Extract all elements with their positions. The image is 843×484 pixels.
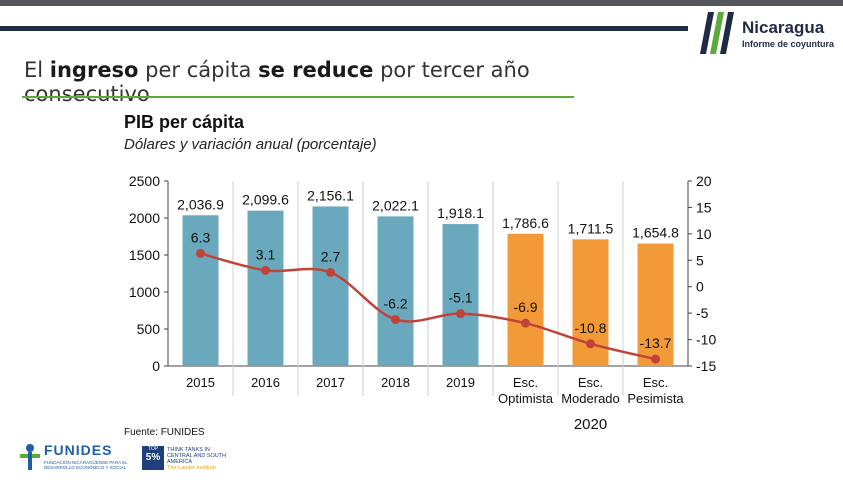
bar — [247, 210, 284, 366]
growth-point — [456, 309, 465, 319]
headline-part-1: ingreso — [49, 58, 139, 83]
headline-part-2: per cápita — [138, 58, 259, 83]
badge-top: TOP — [147, 446, 159, 452]
right-tick-label: 0 — [696, 279, 704, 295]
bar-value-label: 2,099.6 — [242, 192, 289, 208]
source-note: Fuente: FUNIDES — [124, 427, 205, 438]
left-tick-label: 2500 — [129, 173, 160, 189]
growth-value-label: 2.7 — [321, 248, 341, 264]
growth-value-label: 6.3 — [191, 229, 211, 245]
bar-value-label: 1,918.1 — [437, 205, 484, 221]
bar — [442, 224, 479, 366]
bar — [182, 215, 219, 366]
x-tick-label: Moderado — [561, 391, 620, 406]
growth-value-label: -5.1 — [448, 290, 472, 306]
growth-point — [326, 267, 335, 277]
growth-value-label: -13.7 — [640, 335, 672, 351]
chart-title: PIB per cápita — [124, 112, 245, 132]
x-tick-label: 2019 — [446, 375, 475, 390]
logo-subtitle: Informe de coyuntura — [742, 39, 835, 49]
badge-percent: 5% — [145, 452, 161, 463]
x-tick-label: Esc. — [643, 375, 668, 390]
right-tick-label: -5 — [696, 305, 709, 321]
badge-caption: THINK TANKS IN CENTRAL AND SOUTH AMERICA — [167, 447, 227, 465]
funides-logo: FUNIDES FUNDACIÓN NICARAGÜENSE PARA EL D… — [18, 440, 128, 476]
bar-value-label: 2,022.1 — [372, 197, 419, 213]
header-rule — [0, 26, 688, 31]
growth-point — [196, 248, 205, 258]
think-tank-badge: TOP 5% THINK TANKS IN CENTRAL AND SOUTH … — [142, 446, 226, 474]
growth-point — [586, 339, 595, 349]
x-tick-label: Esc. — [578, 375, 603, 390]
right-tick-label: 15 — [696, 199, 712, 215]
bar-value-label: 1,654.8 — [632, 225, 679, 241]
left-tick-label: 0 — [152, 358, 160, 374]
badge-tag: The Lauder Institute — [167, 465, 216, 471]
growth-point — [391, 314, 400, 324]
x-group-label: 2020 — [574, 416, 607, 433]
growth-point — [261, 265, 270, 275]
bar — [637, 243, 674, 366]
growth-line — [200, 252, 656, 361]
logo-brand: Nicaragua — [742, 18, 825, 37]
growth-value-label: -6.9 — [513, 299, 537, 315]
headline-part-0: El — [24, 58, 50, 83]
growth-point — [651, 354, 660, 364]
funides-tagline: FUNDACIÓN NICARAGÜENSE PARA EL DESARROLL… — [44, 460, 128, 470]
stripes-logo-icon — [700, 12, 734, 54]
bar — [507, 233, 544, 366]
left-tick-label: 1500 — [129, 247, 160, 263]
bar — [312, 206, 349, 366]
bar-value-label: 1,711.5 — [568, 220, 614, 236]
growth-value-label: -10.8 — [575, 320, 607, 336]
growth-value-label: 3.1 — [256, 246, 276, 262]
right-tick-label: 20 — [696, 173, 712, 189]
chart-subtitle: Dólares y variación anual (porcentaje) — [124, 136, 377, 153]
right-tick-label: 10 — [696, 226, 712, 242]
headline-part-3: se reduce — [258, 58, 374, 83]
bar-value-label: 1,786.6 — [502, 215, 549, 231]
right-tick-label: 5 — [696, 252, 704, 268]
right-tick-label: -15 — [696, 358, 716, 374]
x-tick-label: 2017 — [316, 375, 345, 390]
title-underline — [22, 96, 574, 98]
top-bar — [0, 0, 843, 6]
funides-emblem-icon — [20, 444, 40, 470]
bar — [377, 216, 414, 366]
page-title: El ingreso per cápita se reduce por terc… — [24, 58, 584, 106]
left-tick-label: 1000 — [129, 284, 160, 300]
x-tick-label: Pesimista — [627, 391, 684, 406]
x-tick-label: Optimista — [498, 391, 554, 406]
x-tick-label: 2018 — [381, 375, 410, 390]
growth-value-label: -6.2 — [383, 295, 407, 311]
bar-value-label: 2,036.9 — [177, 196, 224, 212]
growth-point — [521, 318, 530, 328]
x-tick-label: 2016 — [251, 375, 280, 390]
left-tick-label: 500 — [137, 321, 161, 337]
top-badge: TOP 5% — [142, 446, 164, 470]
x-tick-label: Esc. — [513, 375, 538, 390]
funides-name: FUNIDES — [44, 442, 113, 458]
left-tick-label: 2000 — [129, 210, 160, 226]
bar-value-label: 2,156.1 — [307, 187, 354, 203]
headline-part-4: por tercer año consecutivo — [24, 58, 530, 107]
right-tick-label: -10 — [696, 332, 716, 348]
nicaragua-logo: Nicaragua Informe de coyuntura — [700, 10, 840, 60]
x-tick-label: 2015 — [186, 375, 215, 390]
badge-text: THINK TANKS IN CENTRAL AND SOUTH AMERICA… — [167, 447, 227, 471]
